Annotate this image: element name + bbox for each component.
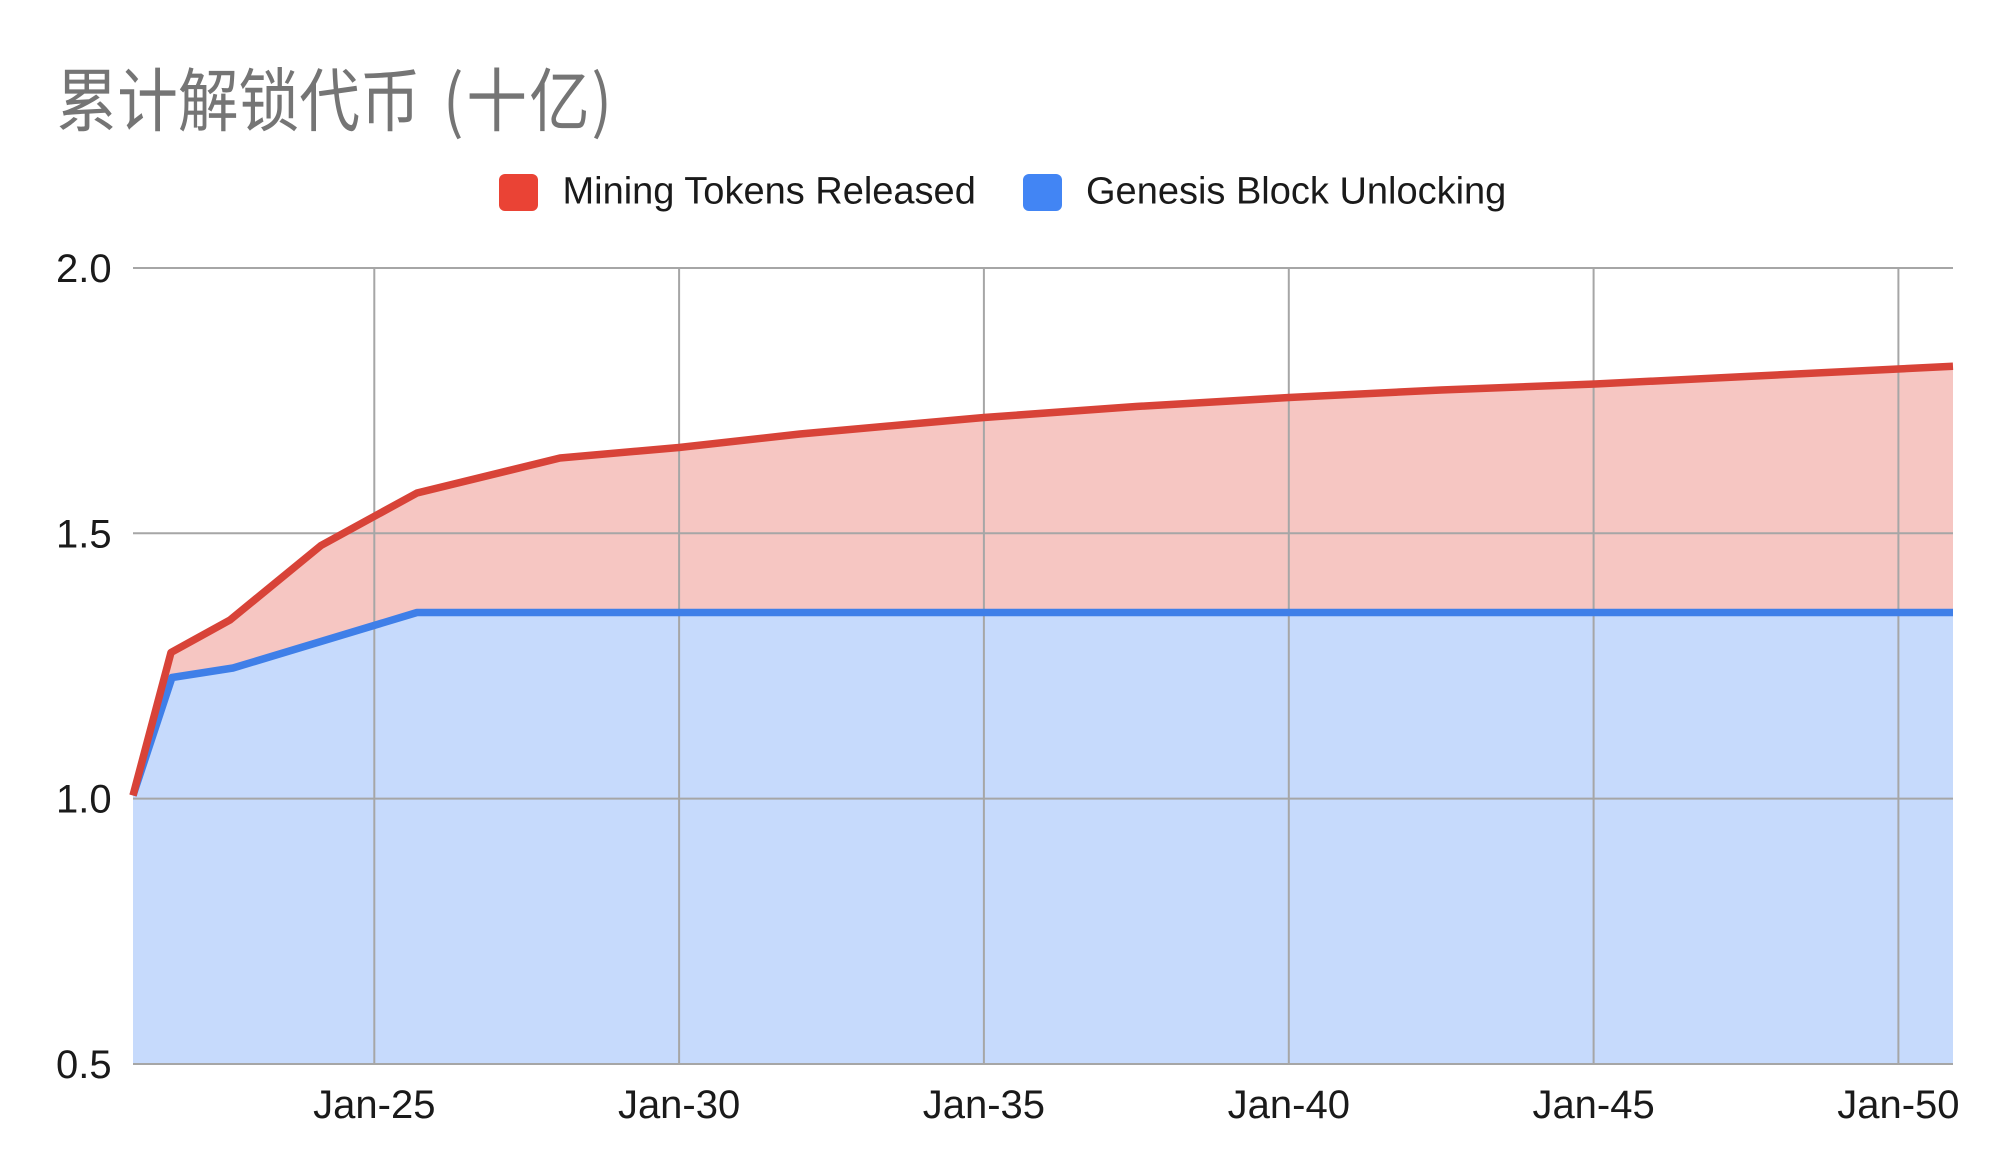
svg-text:1.0: 1.0	[56, 778, 112, 822]
svg-text:Genesis Block Unlocking: Genesis Block Unlocking	[1086, 171, 1506, 213]
svg-text:Jan-35: Jan-35	[923, 1083, 1045, 1127]
svg-text:Jan-50: Jan-50	[1837, 1083, 1959, 1127]
svg-text:2.0: 2.0	[56, 247, 112, 291]
svg-text:Jan-25: Jan-25	[313, 1083, 435, 1127]
svg-text:Jan-40: Jan-40	[1228, 1083, 1350, 1127]
svg-text:0.5: 0.5	[56, 1043, 112, 1087]
svg-text:Mining Tokens Released: Mining Tokens Released	[563, 171, 976, 213]
svg-text:Jan-45: Jan-45	[1532, 1083, 1654, 1127]
svg-text:Jan-30: Jan-30	[618, 1083, 740, 1127]
svg-text:1.5: 1.5	[56, 512, 112, 556]
